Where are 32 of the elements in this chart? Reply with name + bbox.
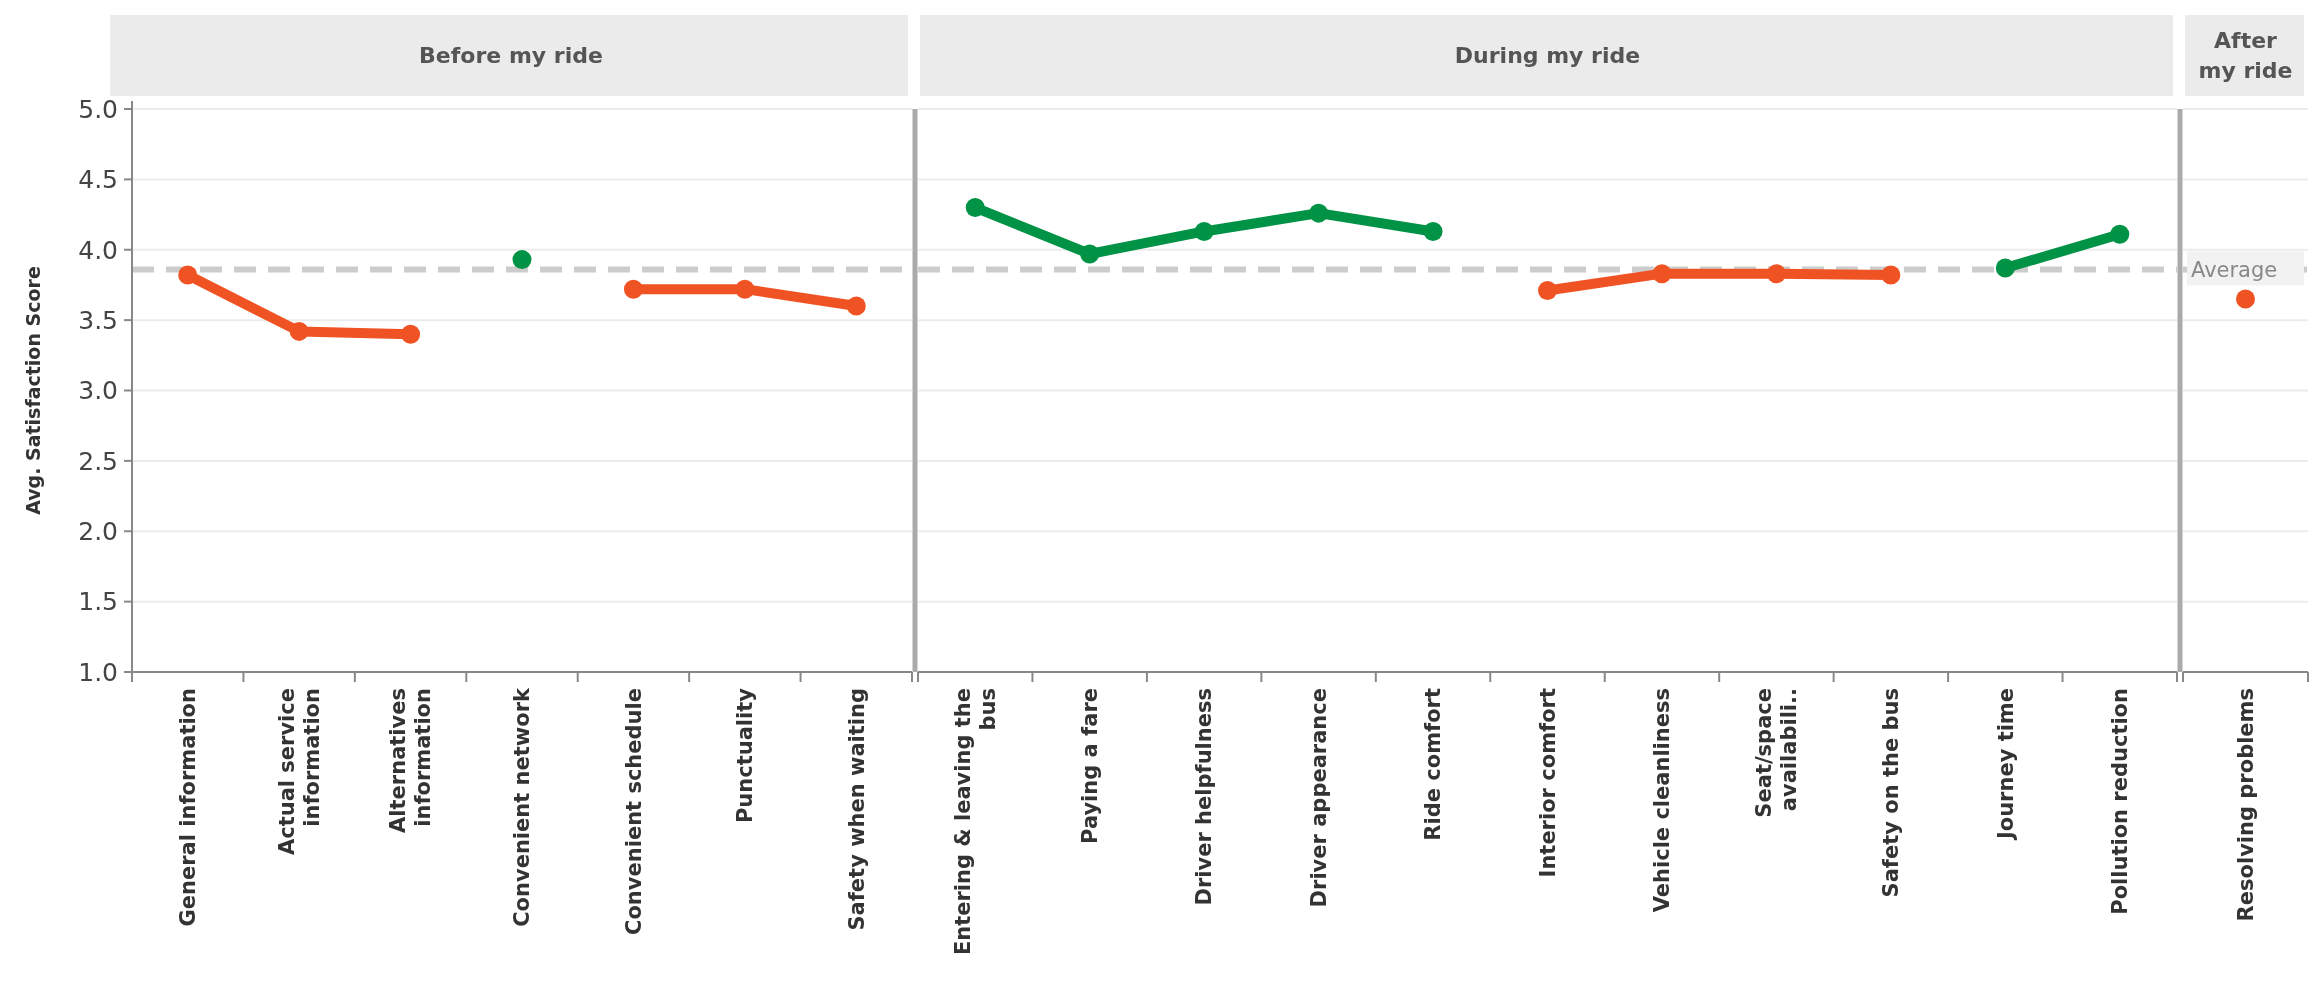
x-tick-label: Safety when waiting [844,688,869,931]
x-tick-label: Journey time [1993,688,2018,842]
chart-title: After my ride [2198,27,2293,83]
x-tick-label: Ride comfort [1421,688,1446,841]
y-tick-label: 4.5 [78,165,118,195]
y-tick-label: 3.0 [78,376,118,406]
ref-line-label: Average [2191,257,2278,282]
y-tick-label: 1.0 [78,657,118,687]
y-tick-label: 5.0 [78,94,118,124]
x-tick-label: Pollution reduction [2108,688,2133,915]
x-tick-label: Convenient schedule [621,688,646,935]
chart-title: Before my ride [419,42,603,68]
x-tick-label: Driver helpfulness [1192,688,1217,906]
x-tick-label: Driver appearance [1306,688,1331,908]
x-tick-label: Interior comfort [1535,688,1560,878]
x-tick-label: Vehicle cleanliness [1650,688,1675,913]
x-tick-label: Paying a fare [1078,688,1103,844]
y-tick-label: 2.5 [78,446,118,476]
y-tick-label: 1.5 [78,587,118,617]
x-tick-label: Resolving problems [2233,688,2258,922]
x-tick-label: Seat/space availabili.. [1752,688,1802,818]
y-tick-label: 2.0 [78,517,118,546]
x-tick-label: General information [176,688,201,927]
y-axis-title: Avg. Satisfaction Score [22,266,44,515]
chart-title: During my ride [1454,42,1641,68]
x-tick-label: Convenient network [510,686,535,927]
x-tick-label: Safety on the bus [1879,688,1904,898]
y-tick-label: 4.0 [78,235,118,265]
x-tick-label: Punctuality [733,687,758,824]
x-tick-label: Entering & leaving the bus [951,688,1001,956]
y-tick-label: 3.5 [78,305,118,335]
x-tick-label: Actual service information [274,688,324,856]
